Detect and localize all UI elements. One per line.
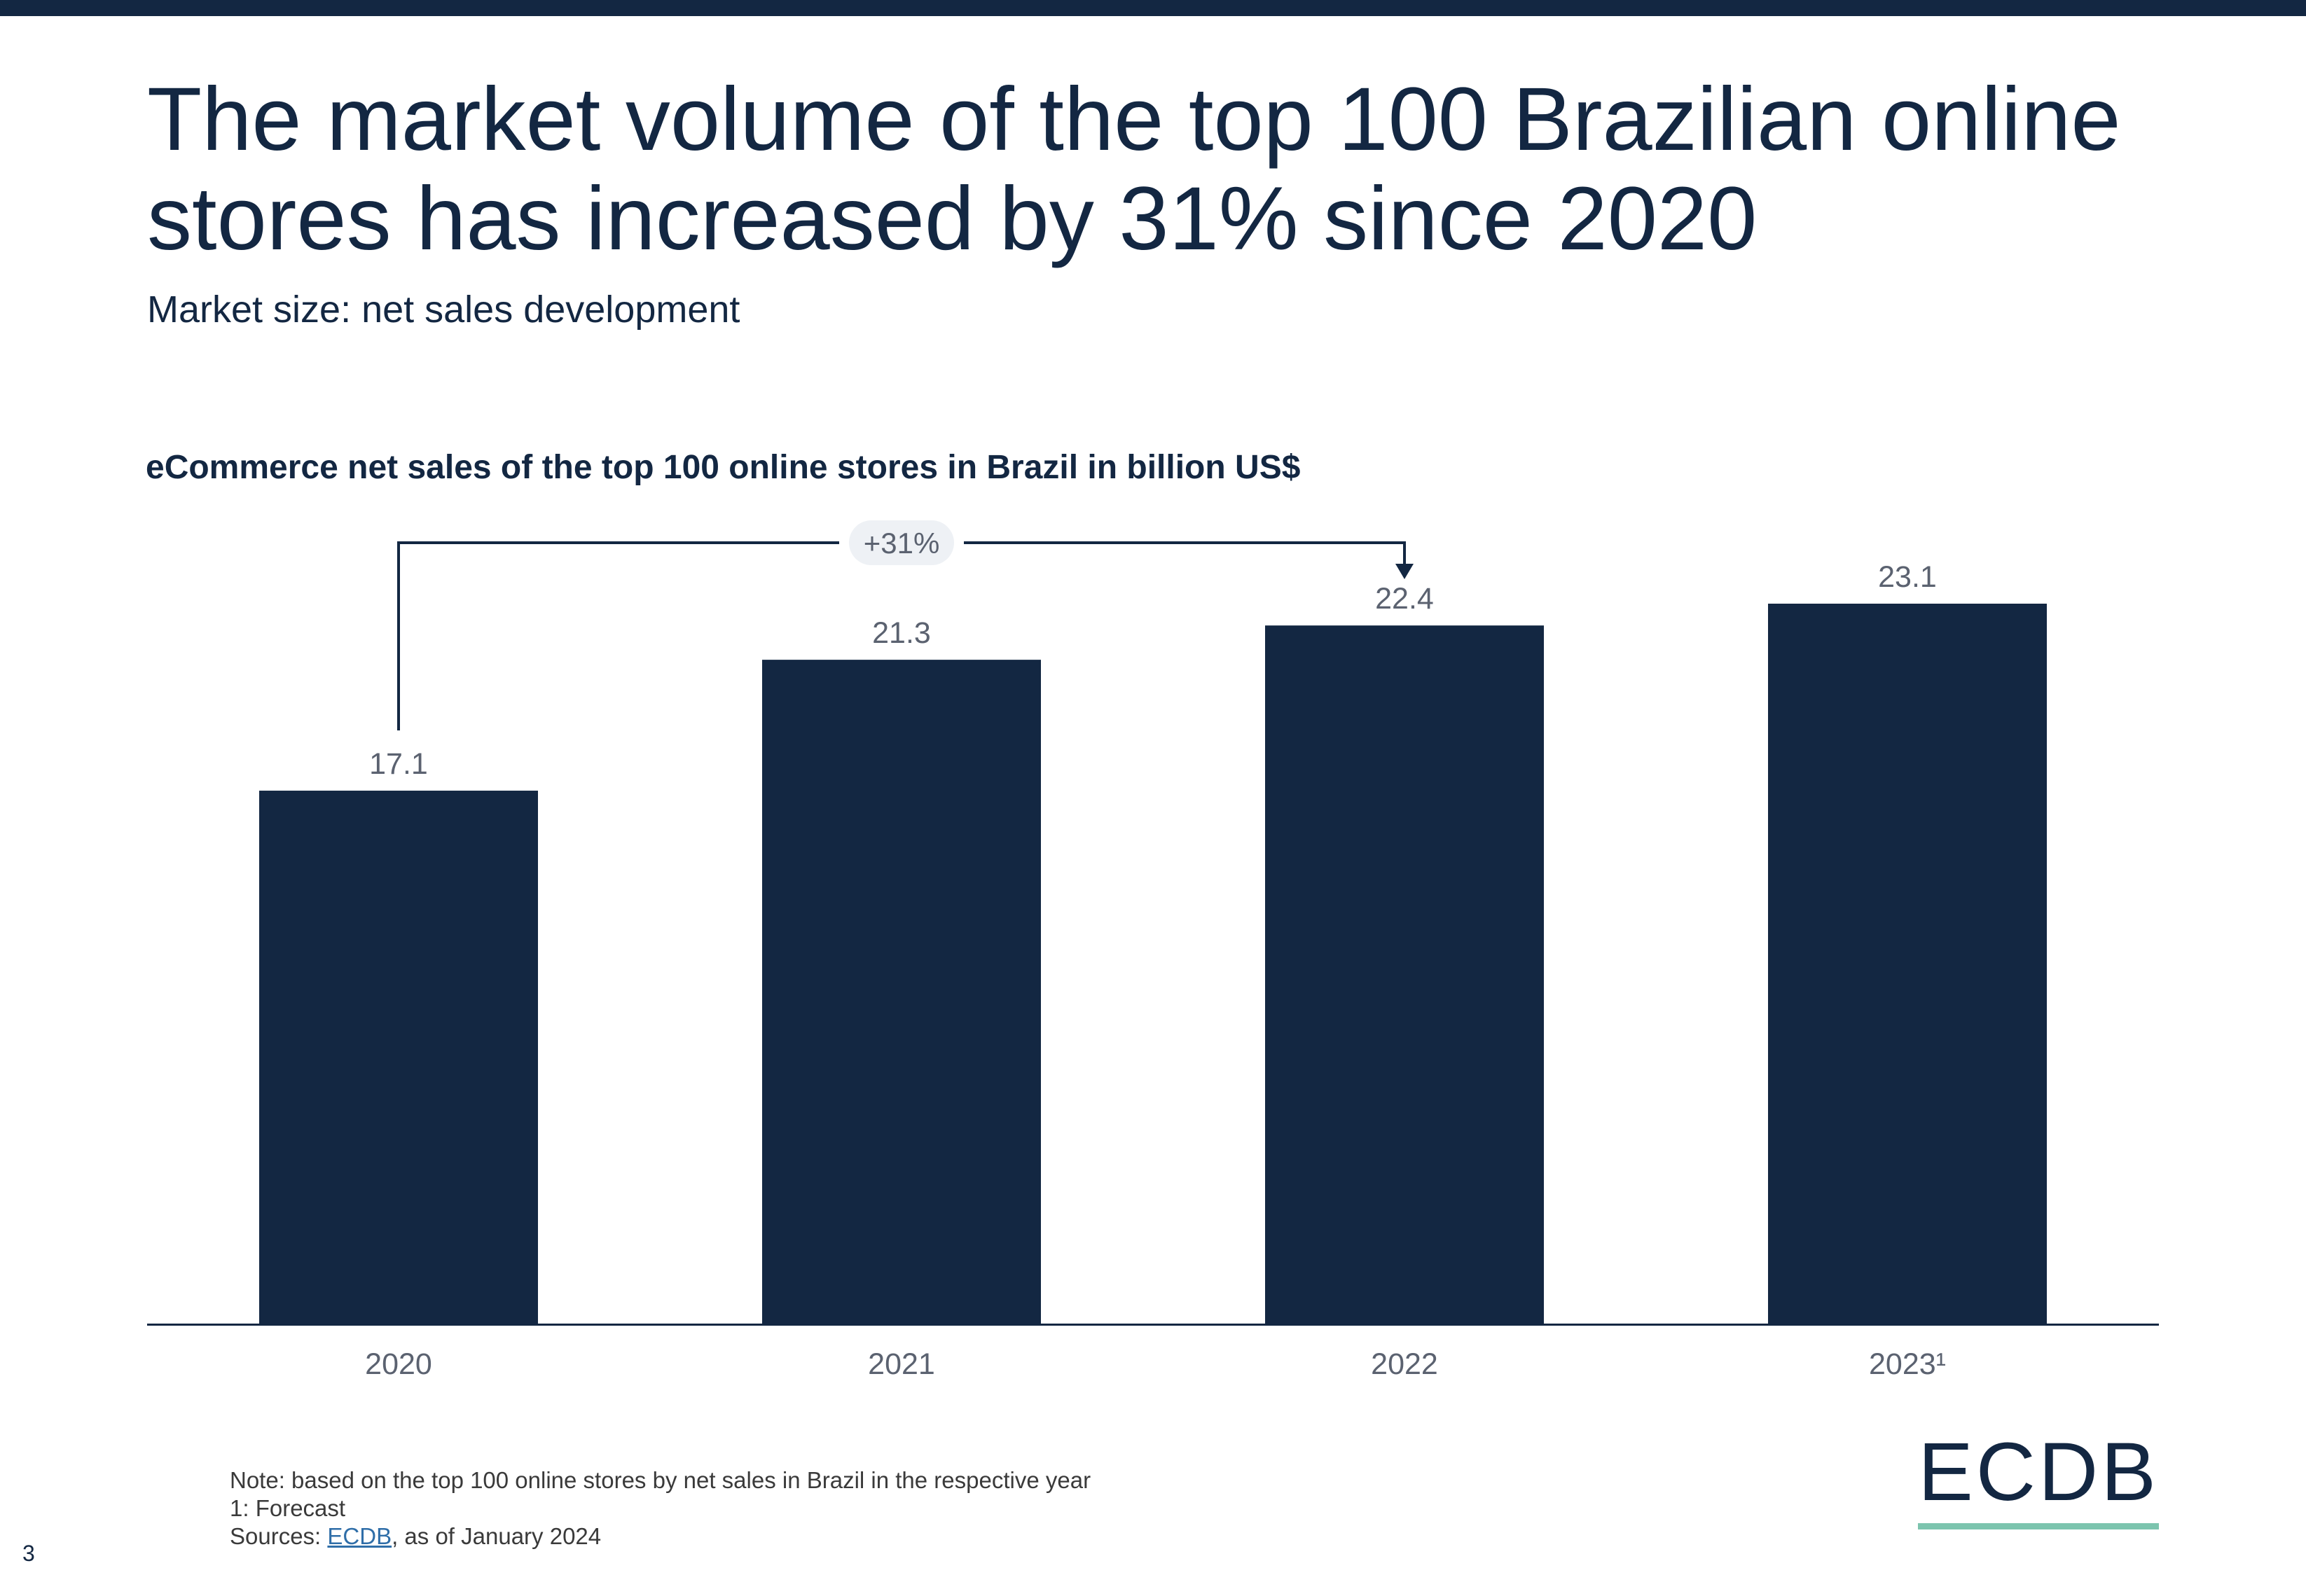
growth-bracket-right: [964, 541, 1406, 568]
growth-bracket-left: [397, 541, 839, 731]
logo-text: ECDB: [1918, 1426, 2159, 1518]
value-label: 23.1: [1878, 560, 1937, 594]
bar-2022: [1265, 625, 1544, 1324]
category-label: 2022: [1371, 1347, 1438, 1381]
logo-underline: [1918, 1523, 2159, 1529]
sources-suffix: , as of January 2024: [392, 1523, 602, 1549]
page-subtitle: Market size: net sales development: [147, 289, 740, 331]
footnotes: Note: based on the top 100 online stores…: [230, 1466, 1091, 1550]
bar-2023¹: [1768, 604, 2047, 1324]
category-label: 2020: [365, 1347, 432, 1381]
top-bar: [0, 0, 2306, 16]
growth-label: +31%: [864, 527, 940, 560]
page-title: The market volume of the top 100 Brazili…: [147, 69, 2121, 269]
chart-title: eCommerce net sales of the top 100 onlin…: [146, 449, 1301, 486]
value-label: 22.4: [1375, 582, 1434, 616]
footnote-forecast: 1: Forecast: [230, 1495, 346, 1521]
ecdb-logo: ECDB: [1918, 1431, 2159, 1529]
sources-link[interactable]: ECDB: [327, 1523, 392, 1549]
growth-arrowhead: [1395, 564, 1414, 579]
page-number: 3: [22, 1541, 35, 1566]
value-label: 21.3: [872, 616, 931, 650]
category-label: 2023¹: [1869, 1347, 1946, 1381]
bar-2020: [259, 791, 538, 1324]
category-label: 2021: [868, 1347, 935, 1381]
bar-2021: [762, 660, 1041, 1324]
growth-badge: [849, 520, 954, 565]
footnote-sources: Sources: ECDB, as of January 2024: [230, 1522, 1091, 1550]
sources-prefix: Sources:: [230, 1523, 328, 1549]
value-label: 17.1: [369, 747, 428, 781]
footnote-note: Note: based on the top 100 online stores…: [230, 1467, 1091, 1493]
